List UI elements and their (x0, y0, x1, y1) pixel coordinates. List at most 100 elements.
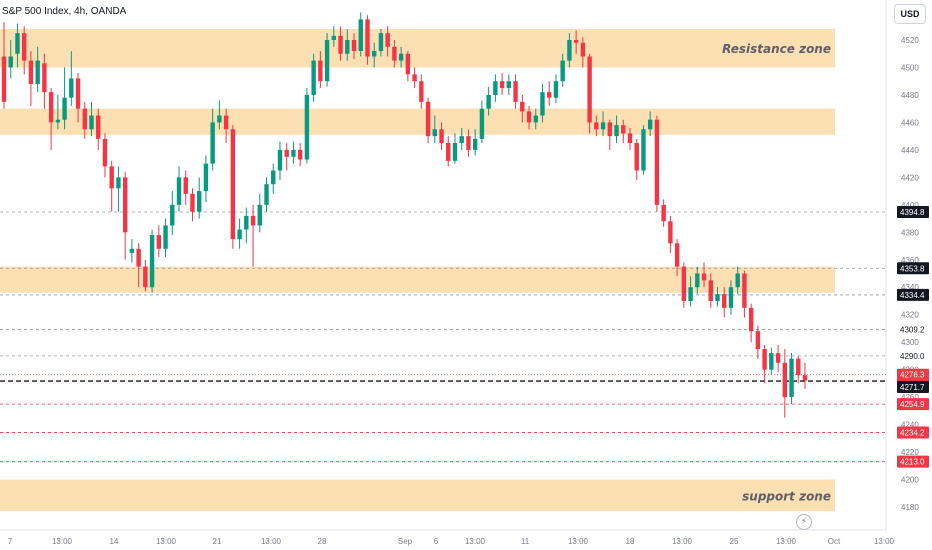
x-tick-label: 13:00 (672, 537, 693, 546)
x-tick-label: 21 (213, 537, 222, 546)
candle-body-6 (42, 63, 47, 93)
candle-body-100 (674, 243, 680, 267)
candle-body-92 (621, 125, 626, 134)
candle-body-76 (513, 81, 518, 102)
candle-body-17 (116, 177, 121, 189)
candle-body-107 (722, 294, 727, 308)
level-badge-9: 4213.0 (900, 458, 925, 467)
candle-body-118 (796, 358, 801, 376)
candle-body-46 (311, 60, 316, 95)
candle-body-37 (250, 215, 256, 226)
candle-body-35 (237, 229, 242, 240)
candle-body-72 (486, 94, 491, 109)
candle-body-14 (96, 115, 101, 139)
candle-body-11 (75, 78, 81, 109)
candle-body-114 (769, 353, 774, 370)
zone-3 (0, 479, 835, 512)
y-tick-label: 4180 (901, 503, 919, 512)
x-tick-label: Sep (398, 537, 413, 546)
candle-body-50 (338, 35, 343, 54)
candle-body-91 (614, 125, 619, 137)
symbol-label: S&P 500 Index, 4h, OANDA (2, 6, 127, 17)
level-badge-2: 4334.4 (900, 291, 925, 300)
candle-body-32 (217, 115, 222, 123)
candle-body-36 (244, 215, 249, 230)
zone-label-0: Resistance zone (722, 42, 831, 56)
y-tick-label: 4240 (901, 421, 919, 430)
level-badge-bg-0 (897, 205, 929, 218)
zone-0 (0, 29, 835, 68)
candle-body-10 (69, 78, 74, 98)
x-tick-label: 28 (318, 537, 327, 546)
candle-body-21 (143, 266, 148, 288)
candle-body-90 (607, 122, 612, 137)
candle-body-115 (775, 353, 781, 363)
candle-body-77 (520, 101, 525, 112)
candle-body-94 (634, 143, 639, 171)
candle-body-19 (129, 248, 135, 253)
currency-button[interactable]: USD (894, 4, 926, 24)
candle-body-38 (257, 204, 262, 226)
candle-body-49 (331, 35, 337, 40)
candle-body-85 (573, 40, 579, 43)
candle-body-48 (324, 40, 330, 82)
candle-body-99 (668, 221, 673, 244)
level-badge-0: 4394.8 (900, 208, 925, 217)
candle-body-3 (21, 33, 27, 61)
candle-body-116 (782, 362, 788, 398)
candle-body-7 (48, 92, 54, 123)
candle-body-30 (203, 163, 209, 192)
candle-body-52 (351, 40, 357, 51)
zone-label-3: support zone (742, 489, 831, 503)
candle-body-5 (35, 60, 40, 84)
candle-body-39 (264, 184, 269, 205)
candle-body-111 (748, 307, 754, 332)
y-tick-label: 4360 (901, 256, 919, 265)
candle-body-57 (385, 33, 390, 47)
level-badge-bg-7 (897, 398, 929, 411)
level-badge-4: 4290.0 (900, 352, 925, 361)
candle-body-70 (472, 138, 478, 150)
candle-body-75 (506, 81, 512, 89)
candle-body-54 (365, 19, 370, 57)
x-tick-label: 13:00 (776, 537, 797, 546)
y-tick-label: 4300 (901, 338, 919, 347)
y-tick-label: 4340 (901, 283, 919, 292)
candle-body-60 (405, 53, 411, 75)
candle-body-55 (372, 50, 377, 57)
y-tick-label: 4460 (901, 118, 919, 127)
candle-body-25 (170, 204, 175, 226)
candle-body-42 (284, 149, 289, 157)
level-badge-7: 4254.9 (900, 400, 925, 409)
candle-body-43 (291, 149, 296, 157)
candle-body-63 (425, 101, 431, 137)
y-tick-label: 4500 (901, 63, 919, 72)
y-tick-label: 4420 (901, 173, 919, 182)
candle-body-73 (493, 81, 498, 95)
candle-body-104 (701, 273, 707, 281)
candle-body-109 (735, 273, 740, 288)
candle-body-68 (459, 136, 464, 144)
candle-body-112 (755, 331, 761, 350)
x-tick-label: 13:00 (874, 537, 895, 546)
x-tick-label: 6 (434, 537, 439, 546)
candle-body-69 (466, 136, 471, 150)
candle-body-22 (149, 235, 155, 288)
level-badge-bg-1 (897, 262, 929, 275)
candle-body-82 (553, 81, 559, 98)
candle-body-89 (600, 122, 606, 130)
y-tick-label: 4200 (901, 476, 919, 485)
lightning-icon[interactable]: ⚡ (796, 514, 812, 530)
x-tick-label: 13:00 (156, 537, 177, 546)
x-tick-label: 13:00 (568, 537, 589, 546)
candle-body-45 (304, 94, 310, 160)
candle-body-65 (439, 129, 444, 144)
candle-body-58 (392, 46, 397, 61)
y-tick-label: 4480 (901, 91, 919, 100)
zone-1 (0, 108, 835, 135)
candle-body-34 (230, 129, 236, 240)
candle-body-15 (102, 138, 108, 167)
candle-body-56 (378, 33, 384, 51)
candle-body-79 (533, 115, 538, 123)
